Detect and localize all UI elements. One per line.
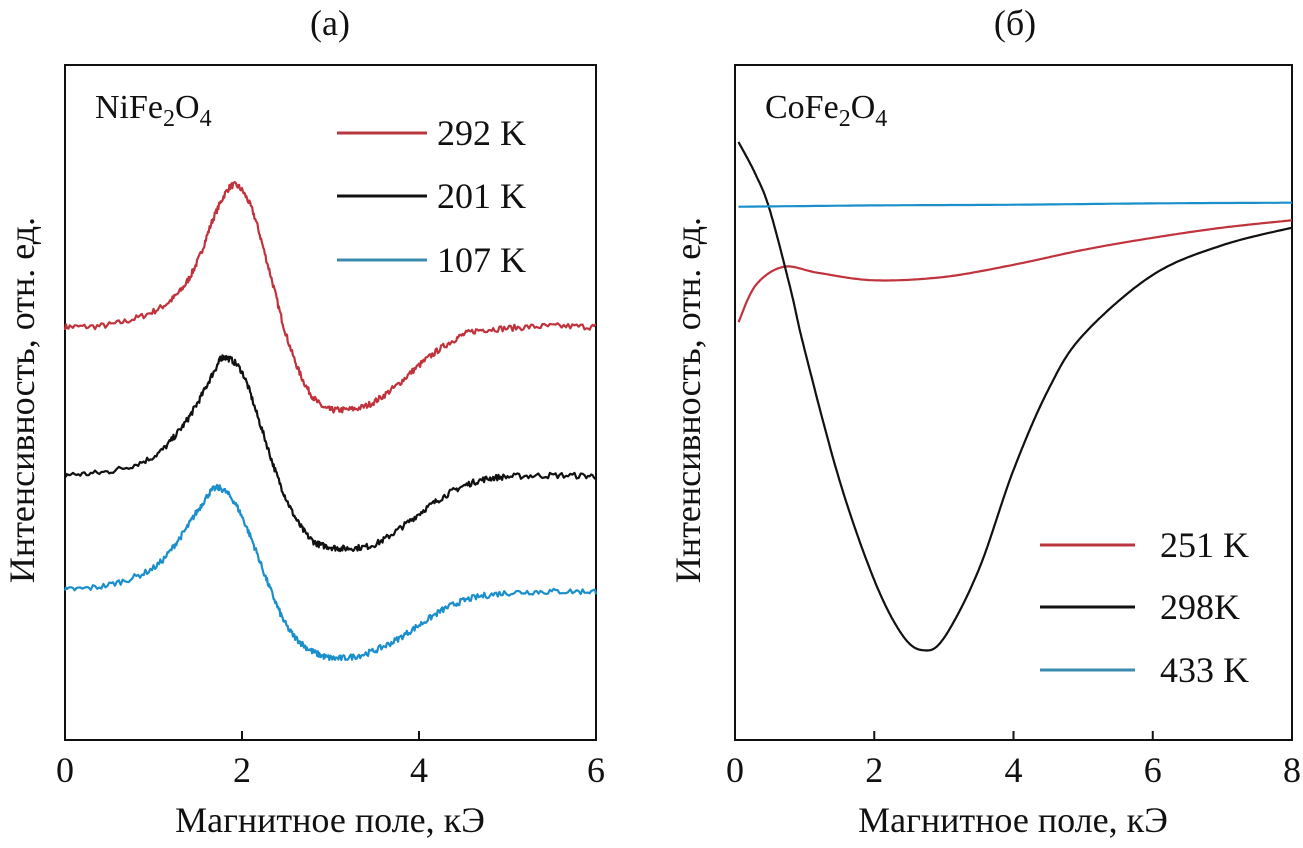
x-tick-label: 8 — [1283, 750, 1301, 790]
x-axis-label-b: Магнитное поле, кЭ — [858, 800, 1168, 840]
panel-b: (б) CoFe2O4 Магнитное поле, кЭ Интенсивн… — [668, 3, 1301, 840]
panel-b-label: (б) — [994, 3, 1036, 43]
series-line — [63, 483, 598, 662]
series-line — [737, 141, 1293, 652]
x-ticks-a: 0 2 4 6 — [56, 731, 605, 790]
x-axis-label-a: Магнитное поле, кЭ — [175, 800, 485, 840]
x-ticks-b: 0 2 4 6 8 — [726, 731, 1301, 790]
legend-a: 292 K 201 K 107 K — [337, 113, 526, 280]
legend-label: 251 K — [1160, 525, 1249, 565]
legend-label: 107 K — [437, 240, 526, 280]
x-tick-label: 6 — [587, 750, 605, 790]
legend-b: 251 K 298K 433 K — [1040, 525, 1249, 690]
legend-label: 201 K — [437, 176, 526, 216]
legend-label: 292 K — [437, 113, 526, 153]
series-line — [63, 181, 597, 414]
x-tick-label: 0 — [726, 750, 744, 790]
panel-a: (a) NiFe2O4 Магнитное поле, кЭ Интенсивн… — [2, 3, 605, 840]
x-tick-label: 6 — [1144, 750, 1162, 790]
legend-label: 433 K — [1160, 650, 1249, 690]
x-tick-label: 0 — [56, 750, 74, 790]
plot-a-frame — [64, 64, 597, 741]
panel-a-label: (a) — [310, 3, 350, 43]
series-line — [63, 354, 597, 553]
legend-label: 298K — [1160, 587, 1240, 627]
y-axis-label-b: Интенсивность, отн. ед. — [668, 217, 708, 583]
sample-label-b: CoFe2O4 — [765, 89, 887, 132]
series-line — [737, 219, 1293, 323]
x-tick-label: 4 — [1005, 750, 1023, 790]
series-lines-b — [737, 141, 1293, 652]
series-lines-a — [63, 181, 598, 662]
y-axis-label-a: Интенсивность, отн. ед. — [2, 217, 42, 583]
series-line — [738, 201, 1292, 208]
x-tick-label: 2 — [233, 750, 251, 790]
sample-label-a: NiFe2O4 — [95, 89, 212, 132]
x-tick-label: 2 — [865, 750, 883, 790]
x-tick-label: 4 — [410, 750, 428, 790]
